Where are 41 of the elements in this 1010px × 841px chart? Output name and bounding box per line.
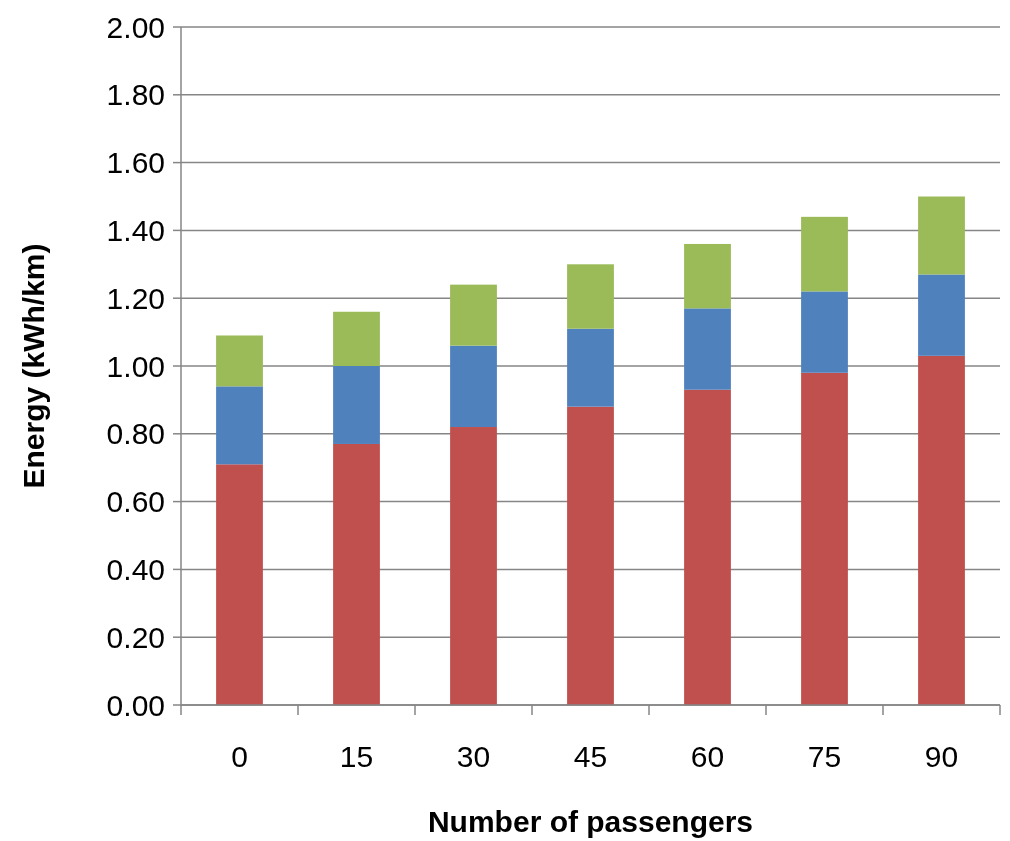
bar [450, 345, 497, 428]
y-axis-title: Energy (kWh/km) [17, 243, 50, 489]
y-tick-label: 1.40 [106, 213, 165, 247]
bar [801, 216, 848, 292]
bar [216, 386, 263, 465]
bar [333, 366, 380, 444]
bar [216, 464, 263, 705]
y-tick-label: 0.60 [106, 485, 165, 519]
bar [684, 389, 731, 705]
bar [567, 406, 614, 705]
bar [333, 311, 380, 366]
bar [684, 243, 731, 309]
y-tick-label: 0.00 [106, 688, 165, 722]
y-tick-label: 1.60 [106, 146, 165, 180]
bar [918, 196, 965, 275]
bar [567, 264, 614, 329]
bar [450, 284, 497, 346]
y-tick-label: 0.20 [106, 620, 165, 654]
y-tick-label: 1.20 [106, 281, 165, 315]
bar [216, 335, 263, 387]
x-tick-label: 0 [231, 740, 248, 773]
bar [801, 372, 848, 705]
bar [684, 308, 731, 390]
bar [450, 427, 497, 705]
y-tick-label: 1.80 [106, 78, 165, 112]
x-axis-title: Number of passengers [427, 805, 754, 838]
x-tick-label: 90 [924, 740, 959, 773]
y-tick-label: 0.40 [106, 552, 165, 586]
x-tick-label: 45 [573, 740, 608, 773]
y-tick-label: 0.80 [106, 417, 165, 451]
x-tick-label: 30 [456, 740, 491, 773]
x-tick-label: 60 [690, 740, 725, 773]
y-tick-label: 1.00 [106, 349, 165, 383]
x-tick-label: 15 [339, 740, 374, 773]
bar [918, 274, 965, 356]
y-tick-label: 2.00 [106, 10, 165, 44]
x-tick-label: 75 [807, 740, 842, 773]
bar [333, 443, 380, 705]
bar [918, 355, 965, 705]
bar [567, 328, 614, 407]
bar [801, 291, 848, 373]
